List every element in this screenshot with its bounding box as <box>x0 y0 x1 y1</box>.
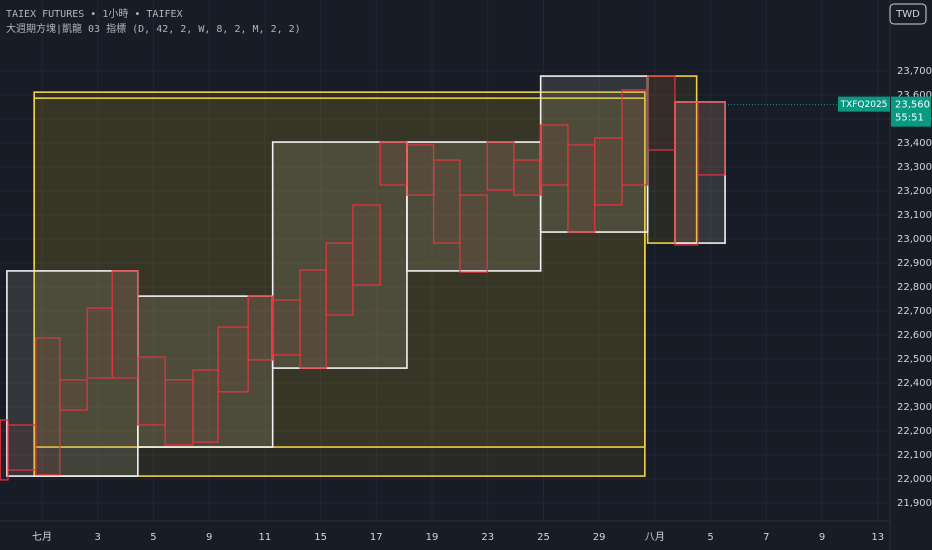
range-box <box>325 242 354 316</box>
x-tick-label: 七月 <box>32 531 52 543</box>
x-tick-label: 3 <box>95 532 101 543</box>
axes: 21,900 22,000 22,100 22,200 22,300 22,400 22,5… <box>32 66 932 543</box>
x-tick-label: 15 <box>314 532 327 543</box>
grid <box>0 0 890 520</box>
y-tick-label: 22,900 <box>897 258 932 269</box>
range-box <box>433 159 461 244</box>
y-tick-label: 23,200 <box>897 186 932 197</box>
range-box <box>271 141 408 369</box>
range-box <box>674 101 699 246</box>
range-box <box>459 194 488 273</box>
range-box <box>111 270 139 379</box>
y-tick-label: 22,000 <box>897 474 932 485</box>
x-tick-label: 7 <box>763 532 769 543</box>
range-box <box>137 356 166 426</box>
range-box <box>513 159 542 196</box>
range-box <box>7 424 37 471</box>
indicator-label: 大週期方塊|凱龍 03 指標 (D, 42, 2, W, 8, 2, M, 2,… <box>6 22 301 35</box>
range-box <box>247 295 274 361</box>
x-tick-label: 9 <box>819 532 825 543</box>
range-box <box>137 295 274 448</box>
y-tick-label: 22,800 <box>897 282 932 293</box>
y-tick-label: 23,600 <box>897 90 932 101</box>
y-tick-label: 22,400 <box>897 378 932 389</box>
x-tick-label: 23 <box>481 532 494 543</box>
symbol-label: TXFQ2025 <box>840 100 888 110</box>
countdown-label: 55:51 <box>895 113 924 124</box>
price-tag <box>891 96 931 127</box>
range-box <box>272 299 301 356</box>
price-label: 23,560 <box>895 100 930 111</box>
range-box <box>299 269 327 369</box>
x-tick-label: 11 <box>259 532 272 543</box>
range-box <box>697 101 726 176</box>
range-box <box>192 369 219 443</box>
range-box <box>164 379 194 446</box>
x-tick-label: 八月 <box>645 531 665 543</box>
y-tick-label: 22,100 <box>897 450 932 461</box>
range-box <box>567 144 596 233</box>
y-tick-label: 22,300 <box>897 402 932 413</box>
range-box <box>594 137 623 206</box>
x-tick-label: 19 <box>426 532 439 543</box>
range-box <box>406 144 435 196</box>
boxes <box>0 75 726 481</box>
y-tick-label: 23,400 <box>897 138 932 149</box>
x-tick-label: 17 <box>370 532 383 543</box>
y-tick-label: 23,700 <box>897 66 932 77</box>
chart-title: TAIEX FUTURES • 1小時 • TAIFEX <box>6 8 183 20</box>
symbol-tag <box>838 96 890 112</box>
x-tick-label: 25 <box>537 532 550 543</box>
range-box <box>59 379 88 411</box>
range-box <box>406 141 542 272</box>
y-tick-label: 23,000 <box>897 234 932 245</box>
y-tick-label: 22,200 <box>897 426 932 437</box>
range-box <box>35 337 61 476</box>
x-tick-label: 5 <box>707 532 713 543</box>
y-tick-label: 23,100 <box>897 210 932 221</box>
range-box <box>674 101 726 244</box>
range-box <box>6 270 139 477</box>
x-tick-label: 13 <box>871 532 884 543</box>
x-tick-label: 5 <box>150 532 156 543</box>
range-box <box>647 75 676 151</box>
range-box <box>352 204 381 286</box>
y-tick-label: 21,900 <box>897 498 932 509</box>
range-box <box>0 419 9 481</box>
x-tick-label: 9 <box>206 532 212 543</box>
range-box <box>86 307 113 379</box>
range-box <box>217 326 249 393</box>
range-box <box>33 97 646 448</box>
currency-label: TWD <box>895 9 920 20</box>
range-box <box>33 91 646 477</box>
y-tick-label: 22,500 <box>897 354 932 365</box>
currency-button[interactable] <box>889 3 927 25</box>
y-tick-label: 22,700 <box>897 306 932 317</box>
range-box <box>621 89 649 186</box>
range-box <box>379 141 408 186</box>
range-box <box>486 141 515 191</box>
range-box <box>540 124 569 186</box>
y-tick-label: 23,300 <box>897 162 932 173</box>
y-tick-label: 22,600 <box>897 330 932 341</box>
x-tick-label: 29 <box>593 532 606 543</box>
